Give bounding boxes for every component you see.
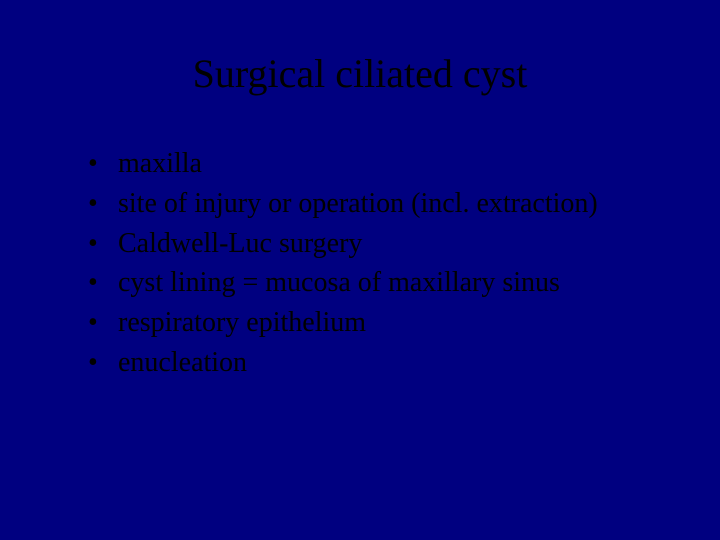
list-item: cyst lining = mucosa of maxillary sinus [88,264,660,302]
list-item: Caldwell-Luc surgery [88,225,660,263]
slide: Surgical ciliated cyst maxilla site of i… [0,0,720,540]
list-item: enucleation [88,344,660,382]
bullet-list: maxilla site of injury or operation (inc… [60,145,660,382]
list-item: site of injury or operation (incl. extra… [88,185,660,223]
list-item: maxilla [88,145,660,183]
slide-title: Surgical ciliated cyst [60,50,660,97]
list-item: respiratory epithelium [88,304,660,342]
